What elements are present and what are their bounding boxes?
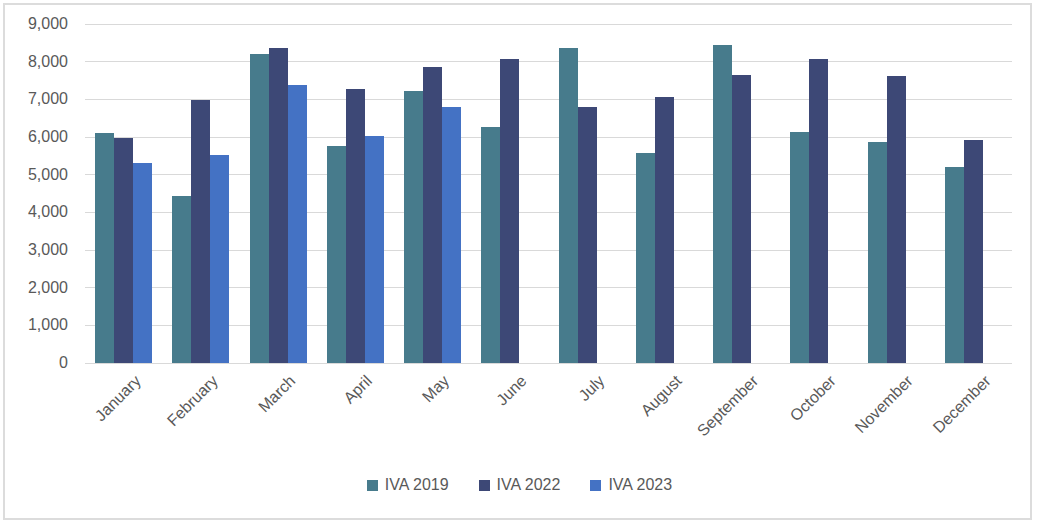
bar-iva-2019-april <box>327 146 346 363</box>
y-tick-label: 5,000 <box>0 166 68 184</box>
bar-iva-2022-february <box>191 100 210 363</box>
bar-iva-2022-september <box>732 75 751 363</box>
bar-iva-2019-august <box>636 153 655 363</box>
bar-iva-2022-january <box>114 138 133 363</box>
bar-iva-2019-march <box>250 54 269 363</box>
y-tick-label: 3,000 <box>0 241 68 259</box>
bar-iva-2023-january <box>133 163 152 363</box>
y-tick-label: 7,000 <box>0 90 68 108</box>
y-tick-label: 0 <box>0 354 68 372</box>
bar-iva-2023-may <box>442 107 461 364</box>
bar-iva-2022-april <box>346 89 365 363</box>
bar-iva-2019-july <box>559 48 578 363</box>
legend-item-iva-2019: IVA 2019 <box>367 476 449 494</box>
y-tick-label: 8,000 <box>0 53 68 71</box>
month-group-january <box>85 24 162 363</box>
legend-label: IVA 2019 <box>385 476 449 494</box>
bar-iva-2019-february <box>172 196 191 363</box>
bar-iva-2019-january <box>95 133 114 363</box>
bar-iva-2023-april <box>365 136 384 364</box>
y-tick-label: 6,000 <box>0 128 68 146</box>
month-group-july <box>549 24 626 363</box>
legend-item-iva-2023: IVA 2023 <box>590 476 672 494</box>
bar-iva-2022-march <box>269 48 288 363</box>
legend-label: IVA 2023 <box>608 476 672 494</box>
month-group-august <box>626 24 703 363</box>
bar-chart: JanuaryFebruaryMarchAprilMayJuneJulyAugu… <box>0 0 1039 527</box>
bar-iva-2019-september <box>713 45 732 363</box>
month-group-february <box>162 24 239 363</box>
bar-iva-2019-october <box>790 132 809 363</box>
month-group-september <box>703 24 780 363</box>
month-group-april <box>317 24 394 363</box>
legend: IVA 2019 IVA 2022 IVA 2023 <box>0 476 1039 494</box>
y-tick-label: 2,000 <box>0 279 68 297</box>
month-group-march <box>240 24 317 363</box>
plot-area <box>85 24 1012 363</box>
bar-iva-2019-june <box>481 127 500 363</box>
bar-iva-2022-may <box>423 67 442 363</box>
month-group-november <box>858 24 935 363</box>
bar-iva-2022-november <box>887 76 906 363</box>
bar-iva-2019-may <box>404 91 423 363</box>
bar-iva-2022-december <box>964 140 983 363</box>
legend-swatch-icon <box>590 480 601 491</box>
bar-iva-2022-july <box>578 107 597 363</box>
month-group-may <box>394 24 471 363</box>
month-group-october <box>780 24 857 363</box>
bar-groups <box>85 24 1012 363</box>
y-tick-label: 4,000 <box>0 203 68 221</box>
bar-iva-2022-june <box>500 59 519 363</box>
bar-iva-2019-december <box>945 167 964 363</box>
month-group-december <box>935 24 1012 363</box>
bar-iva-2022-august <box>655 97 674 363</box>
bar-iva-2019-november <box>868 142 887 363</box>
legend-swatch-icon <box>367 480 378 491</box>
bar-iva-2022-october <box>809 59 828 363</box>
bar-iva-2023-february <box>210 155 229 363</box>
legend-item-iva-2022: IVA 2022 <box>479 476 561 494</box>
legend-swatch-icon <box>479 480 490 491</box>
bar-iva-2023-march <box>288 85 307 363</box>
legend-label: IVA 2022 <box>497 476 561 494</box>
y-tick-label: 1,000 <box>0 316 68 334</box>
month-group-june <box>471 24 548 363</box>
y-tick-label: 9,000 <box>0 15 68 33</box>
